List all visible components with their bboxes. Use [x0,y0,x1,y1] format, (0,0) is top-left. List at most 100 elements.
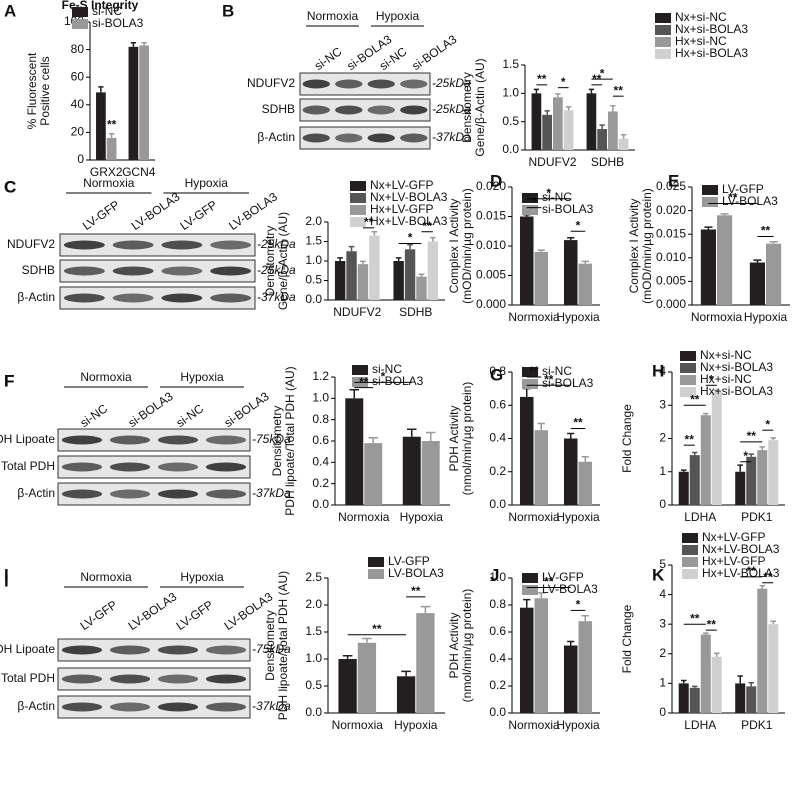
significance-label: ** [107,118,117,132]
lane-label: LV-GFP [78,598,120,633]
condition-label: Hypoxia [185,176,229,190]
error-bar [337,257,343,261]
legend-swatch [350,217,366,227]
bar [768,624,779,713]
error-bar [753,259,762,263]
blot-band [109,645,151,655]
bar [757,588,768,713]
x-tick-label: Normoxia [332,718,384,732]
y-axis-label: Fold Change [620,604,634,673]
y-tick-label: 0.0 [305,292,322,306]
bar [416,276,427,300]
x-tick-label: Hypoxia [556,718,600,732]
bar [534,598,549,713]
blot-band [109,462,151,472]
error-bar [691,685,698,688]
blot-strip [57,428,251,452]
legend-label: Nx+si-NC [675,10,727,24]
error-bar [567,432,575,439]
error-bar [770,620,777,625]
y-tick-label: 60 [71,69,85,83]
kda-marker: -25kDa [257,263,296,277]
bar [749,262,765,305]
chart: F Densitometry PDH lipoate/Total PDH (AU) 0… [4,362,450,524]
legend-swatch [702,197,718,207]
legend-label: si-BOLA3 [92,16,144,30]
x-tick-label: Normoxia [508,310,560,324]
significance-label: ** [372,622,382,636]
legend-label: Hx+si-NC [675,34,727,48]
kda-marker: -37kDa [252,486,291,500]
bar [96,92,106,160]
y-tick-label: 1.0 [502,86,519,100]
y-axis-label: (nmol/min/µg protein) [460,382,474,496]
legend-label: si-NC [372,362,402,376]
error-bar [567,640,575,646]
legend-swatch [655,13,671,23]
lane-label: si-BOLA3 [126,389,176,430]
y-tick-label: 0.0 [489,705,506,719]
error-bar [759,584,766,589]
y-tick-label: 0.010 [656,250,686,264]
error-bar [581,456,589,462]
y-tick-label: 5 [659,557,666,571]
blot-strip [57,667,251,691]
significance-label: ** [544,372,554,386]
legend-swatch [350,193,366,203]
legend-label: si-NC [542,364,572,378]
legend-swatch [680,387,696,397]
significance-label: ** [763,570,773,584]
significance-label: ** [614,83,624,97]
significance-label: * [532,195,537,209]
error-bar [108,133,115,138]
bar [578,263,593,305]
significance-label: ** [592,72,602,86]
legend-swatch [655,37,671,47]
blot-band [302,133,330,143]
bar [717,215,733,305]
y-tick-label: 1.5 [305,624,322,638]
error-bar [737,464,743,472]
y-tick-label: 0.2 [489,464,506,478]
chart: H Fold Change 0 1 2 3 4 LDHA PDK1 Nx+si-NCNx+si-B… [620,348,785,524]
legend-swatch [682,569,698,579]
bar [563,240,578,305]
y-tick-label: 0.000 [476,297,506,311]
error-bar [610,105,616,112]
legend-label: LV-BOLA3 [388,566,444,580]
error-bar [533,88,540,94]
x-tick-label: Normoxia [691,310,743,324]
blot-band [61,462,103,472]
y-axis-label: PDH lipoate/Total PDH (AU) [283,366,297,515]
blot-band [112,240,154,250]
error-bar [523,598,531,608]
legend-label: si-BOLA3 [542,376,594,390]
significance-label: ** [707,617,717,631]
panel-label: C [4,177,16,196]
blot-band [367,133,395,143]
error-bar [759,446,766,451]
y-tick-label: 20 [71,125,85,139]
blot-band [205,645,247,655]
significance-label: * [381,370,386,384]
bar [586,93,597,150]
bar [345,398,364,505]
error-bar [769,241,778,244]
panel-label: G [490,365,503,384]
blot-band [61,435,103,445]
y-axis-label: Densitometry [460,72,474,143]
blot-strip [57,638,251,662]
blot-strip [57,482,251,506]
y-tick-label: 3 [659,616,666,630]
y-tick-label: 0.015 [656,226,686,240]
y-axis-label: Positive cells [38,56,52,125]
y-axis-label: Gene/β-Actin (AU) [276,212,290,310]
bar [746,686,757,713]
y-tick-label: 80 [71,42,85,56]
significance-label: ** [364,215,374,229]
blot-band [161,266,203,276]
y-tick-label: 0.0 [305,705,322,719]
y-tick-label: 0 [77,152,84,166]
row-label: Total PDH [1,459,55,473]
bar [427,241,439,300]
